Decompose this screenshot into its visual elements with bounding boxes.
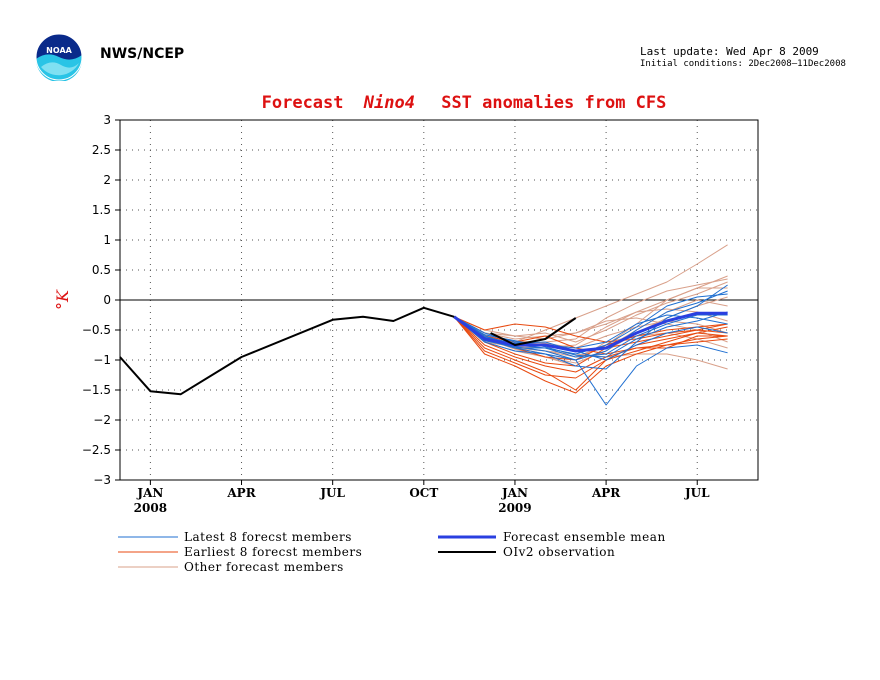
- org-label: NWS/NCEP: [100, 46, 185, 62]
- y-axis-ticks: 3 2.5 2 1.5 1 0.5 0 −0.5 −1 −1.5 −2 −2.5 −3: [82, 113, 120, 487]
- y-tick-label: 2: [103, 173, 111, 187]
- y-tick-label: 0: [103, 293, 111, 307]
- last-update-label: Last update: Wed Apr 8 2009: [640, 45, 819, 58]
- legend-label-earliest: Earliest 8 forecst members: [184, 545, 362, 559]
- x-tick-label: APR: [591, 486, 621, 500]
- y-tick-label: −2: [93, 413, 111, 427]
- y-tick-label: −2.5: [82, 443, 111, 457]
- y-tick-label: 2.5: [92, 143, 111, 157]
- y-tick-label: −1: [93, 353, 111, 367]
- other-member-line: [453, 296, 728, 364]
- grid: [120, 120, 758, 480]
- chart-title-prefix: Forecast: [262, 93, 344, 113]
- latest-member-line: [453, 316, 728, 361]
- earliest-member-line: [453, 316, 728, 367]
- observation-line: [119, 306, 455, 396]
- x-tick-label: APR: [226, 486, 256, 500]
- x-tick-label: JAN: [136, 486, 163, 500]
- earliest-member-line: [453, 316, 728, 373]
- chart-title-region: Nino4: [363, 93, 415, 113]
- series-lines: [119, 244, 728, 406]
- plot-frame: [119, 119, 759, 481]
- earliest-member-line: [453, 316, 728, 391]
- legend-label-latest: Latest 8 forecst members: [184, 530, 352, 544]
- earliest-member-line: [453, 316, 728, 379]
- y-tick-label: −1.5: [82, 383, 111, 397]
- chart-title-suffix: SST anomalies from CFS: [441, 93, 666, 113]
- x-tick-year: 2008: [134, 501, 167, 515]
- y-tick-label: 1: [103, 233, 111, 247]
- x-tick-label: JAN: [501, 486, 528, 500]
- x-tick-year: 2009: [498, 501, 531, 515]
- y-tick-label: 3: [103, 113, 111, 127]
- latest-member-line: [453, 316, 728, 406]
- y-tick-label: 0.5: [92, 263, 111, 277]
- y-tick-label: −3: [93, 473, 111, 487]
- chart-title: Forecast Nino4 SST anomalies from CFS: [262, 93, 667, 113]
- legend-label-other: Other forecast members: [184, 560, 344, 574]
- legend: Latest 8 forecst members Earliest 8 fore…: [118, 530, 666, 574]
- observation-recent-line: [490, 317, 577, 346]
- legend-label-mean: Forecast ensemble mean: [503, 530, 666, 544]
- legend-label-observation: OIv2 observation: [503, 545, 615, 559]
- logo-text: NOAA: [46, 46, 72, 55]
- y-tick-label: −0.5: [82, 323, 111, 337]
- ensemble-mean-line: [453, 311, 728, 353]
- other-member-line: [453, 316, 728, 343]
- y-tick-label: 1.5: [92, 203, 111, 217]
- y-axis-label: °K: [53, 289, 72, 310]
- noaa-logo-icon: NOAA: [35, 33, 83, 81]
- earliest-member-line: [454, 316, 728, 343]
- x-tick-label: JUL: [684, 486, 710, 500]
- x-tick-label: OCT: [409, 486, 438, 500]
- initial-conditions-label: Initial conditions: 2Dec2008–11Dec2008: [640, 59, 846, 69]
- x-tick-label: JUL: [319, 486, 345, 500]
